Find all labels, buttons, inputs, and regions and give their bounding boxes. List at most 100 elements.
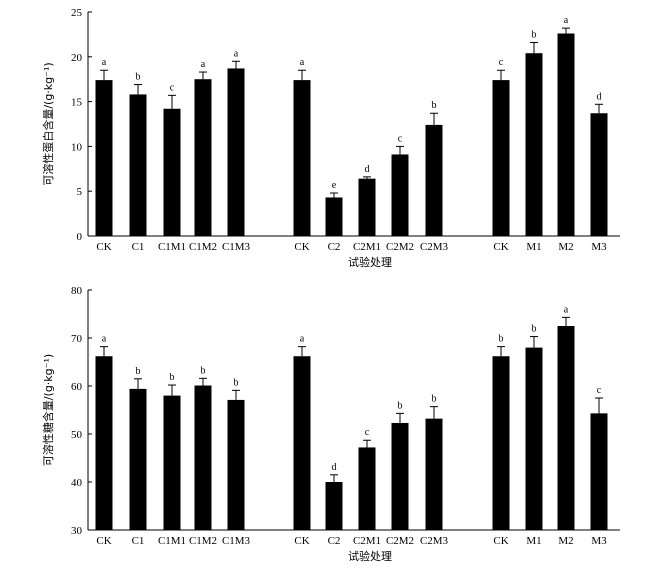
y-tick-label: 50 <box>71 429 83 441</box>
significance-letter: b <box>170 372 175 383</box>
significance-letter: b <box>532 29 537 40</box>
y-tick-label: 10 <box>71 141 83 153</box>
bar-c2m1 <box>358 447 376 530</box>
x-axis-title: 试验处理 <box>348 549 392 563</box>
bar-c1 <box>129 388 147 530</box>
x-tick-label: C1M1 <box>158 241 186 253</box>
significance-letter: b <box>201 365 206 376</box>
significance-letter: a <box>300 57 305 68</box>
significance-letter: c <box>365 427 370 438</box>
significance-letter: d <box>597 91 602 102</box>
x-tick-label: M3 <box>591 241 607 253</box>
bar-c2m1 <box>358 178 376 236</box>
significance-letter: a <box>102 57 107 68</box>
significance-letter: e <box>332 180 337 191</box>
x-tick-label: CK <box>493 241 508 253</box>
x-tick-label: C2M3 <box>420 535 449 547</box>
significance-letter: b <box>532 324 537 335</box>
x-tick-label: C2 <box>328 241 341 253</box>
x-tick-label: C2M3 <box>420 241 449 253</box>
significance-letter: b <box>432 394 437 405</box>
bar-m1 <box>525 347 543 530</box>
significance-letter: b <box>432 100 437 111</box>
bar-c2m3 <box>425 124 443 236</box>
bar-ck <box>293 356 311 530</box>
bar-c1m3 <box>227 68 245 236</box>
x-tick-label: M1 <box>526 535 541 547</box>
y-tick-label: 30 <box>71 525 83 537</box>
y-axis-title: 可溶性糖含量/(g·kg⁻¹) <box>41 354 55 466</box>
bar-c2m3 <box>425 418 443 530</box>
significance-letter: b <box>499 334 504 345</box>
bar-c1m2 <box>194 385 212 530</box>
bar-c1m3 <box>227 399 245 530</box>
y-tick-label: 5 <box>77 186 83 198</box>
bar-ck <box>95 356 113 530</box>
y-tick-label: 20 <box>71 52 83 64</box>
x-tick-label: M3 <box>591 535 607 547</box>
significance-letter: a <box>564 15 569 26</box>
x-tick-label: C2 <box>328 535 341 547</box>
bar-m2 <box>557 33 575 237</box>
bar-ck <box>492 356 510 530</box>
x-tick-label: CK <box>294 241 309 253</box>
significance-letter: c <box>170 82 175 93</box>
bar-c2m2 <box>391 154 409 236</box>
y-tick-label: 60 <box>71 381 83 393</box>
x-tick-label: CK <box>493 535 508 547</box>
soluble-protein-chart: 0 5 10 15 20 25 a CK b C1 c C1M1 a C1M2 a C1M3 a CK e C2 d C2… <box>41 7 620 269</box>
significance-letter: a <box>102 334 107 345</box>
x-axis-title: 试验处理 <box>348 255 392 269</box>
significance-letter: b <box>136 72 141 83</box>
bar-m3 <box>590 413 608 530</box>
significance-letter: a <box>234 48 239 59</box>
bar-c1m1 <box>163 108 181 236</box>
x-tick-label: CK <box>96 535 111 547</box>
y-tick-label: 15 <box>71 97 83 109</box>
bar-m1 <box>525 53 543 236</box>
x-tick-label: C2M2 <box>386 241 414 253</box>
x-tick-label: C1 <box>132 535 145 547</box>
x-tick-label: C1M3 <box>222 535 251 547</box>
bar-m3 <box>590 113 608 236</box>
x-tick-label: M2 <box>558 535 573 547</box>
y-axis-title: 可溶性蛋白含量/(g·kg⁻¹) <box>41 62 55 185</box>
y-tick-label: 80 <box>71 285 83 297</box>
significance-letter: c <box>597 385 602 396</box>
x-tick-label: C1M1 <box>158 535 186 547</box>
x-tick-label: C1 <box>132 241 145 253</box>
y-tick-label: 70 <box>71 333 83 345</box>
y-tick-label: 40 <box>71 477 83 489</box>
significance-letter: d <box>365 164 370 175</box>
y-tick-label: 25 <box>71 7 83 19</box>
bar-c1m1 <box>163 395 181 530</box>
bar-c2 <box>325 482 343 530</box>
significance-letter: c <box>398 133 403 144</box>
significance-letter: b <box>136 366 141 377</box>
x-tick-label: C1M2 <box>189 535 217 547</box>
x-tick-label: C1M2 <box>189 241 217 253</box>
significance-letter: b <box>234 377 239 388</box>
soluble-sugar-chart: 30 40 50 60 70 80 a CK b C1 b C1M1 b C1M2 b C1M3 a CK d C2 c… <box>41 285 620 563</box>
x-tick-label: M1 <box>526 241 541 253</box>
significance-letter: d <box>332 462 337 473</box>
x-tick-label: C1M3 <box>222 241 251 253</box>
bar-ck <box>492 80 510 236</box>
bar-c1 <box>129 94 147 236</box>
significance-letter: b <box>398 400 403 411</box>
bar-c1m2 <box>194 79 212 236</box>
x-tick-label: CK <box>294 535 309 547</box>
bar-c2 <box>325 197 343 236</box>
bar-c2m2 <box>391 422 409 530</box>
bar-m2 <box>557 326 575 530</box>
significance-letter: a <box>564 304 569 315</box>
y-tick-label: 0 <box>77 231 83 243</box>
x-tick-label: M2 <box>558 241 573 253</box>
significance-letter: a <box>300 334 305 345</box>
x-tick-label: C2M1 <box>353 241 381 253</box>
x-tick-label: CK <box>96 241 111 253</box>
bar-ck <box>293 80 311 236</box>
bar-ck <box>95 80 113 236</box>
significance-letter: c <box>499 57 504 68</box>
